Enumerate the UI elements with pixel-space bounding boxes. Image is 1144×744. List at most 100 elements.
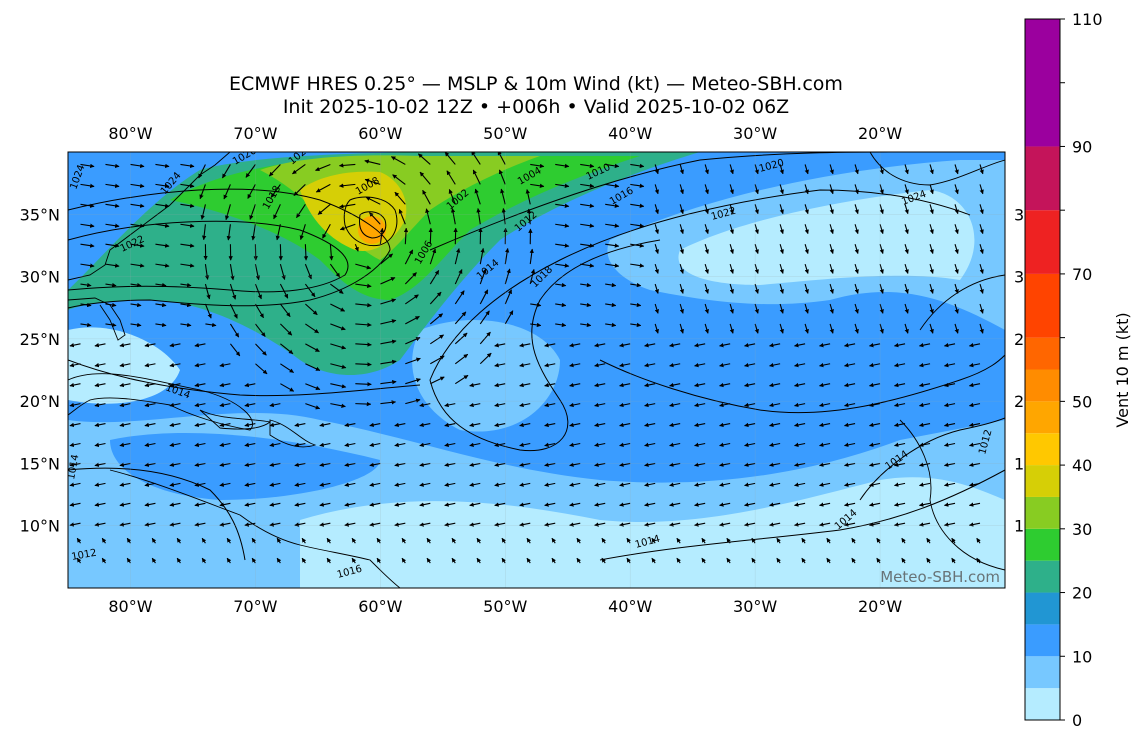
wind-arrow: [879, 224, 884, 235]
wind-arrow: [69, 343, 81, 348]
wind-arrow: [344, 482, 356, 487]
wind-arrow: [829, 224, 834, 235]
wind-arrow: [330, 283, 344, 294]
wind-arrow: [904, 164, 909, 175]
wind-arrow: [305, 363, 321, 371]
wind-arrow: [580, 263, 595, 268]
wind-arrow: [569, 522, 581, 527]
wind-arrow: [94, 362, 106, 368]
wind-arrow: [429, 313, 443, 325]
wind-arrow: [626, 557, 631, 564]
map-title-line2: Init 2025-10-02 12Z • +006h • Valid 2025…: [283, 96, 789, 118]
wind-arrow: [426, 537, 432, 544]
wind-arrow: [779, 283, 784, 294]
colorbar-tick-label: 30: [1072, 520, 1092, 539]
wind-arrow: [494, 402, 506, 408]
wind-arrow: [754, 283, 759, 294]
wind-arrow: [819, 522, 831, 527]
wind-arrow: [130, 183, 145, 189]
wind-arrow: [380, 277, 396, 285]
wind-arrow: [294, 502, 306, 507]
wind-arrow: [954, 184, 959, 195]
wind-arrow: [144, 522, 156, 527]
wind-arrow: [594, 522, 606, 527]
wind-arrow: [744, 522, 756, 527]
wind-arrow: [530, 183, 545, 189]
wind-arrow: [80, 322, 92, 328]
wind-arrow: [569, 462, 581, 467]
wind-arrow: [221, 164, 231, 179]
wind-arrow: [879, 263, 884, 274]
wind-arrow: [976, 537, 981, 544]
latitude-label-right: 1: [1014, 454, 1024, 473]
wind-arrow: [669, 422, 681, 428]
wind-arrow: [130, 322, 142, 328]
wind-arrow: [69, 462, 81, 467]
wind-arrow: [204, 283, 211, 300]
wind-vectors: [69, 152, 984, 564]
wind-arrow: [676, 557, 681, 564]
wind-arrow: [105, 282, 117, 288]
wind-arrow: [144, 442, 156, 447]
wind-arrow: [194, 482, 206, 487]
wind-arrow: [355, 401, 372, 407]
map-title-line1: ECMWF HRES 0.25° — MSLP & 10m Wind (kt) …: [229, 73, 843, 95]
wind-arrow: [644, 482, 656, 487]
wind-arrow: [130, 223, 145, 228]
wind-arrow: [619, 442, 631, 447]
wind-arrow: [454, 353, 469, 365]
wind-arrow: [943, 482, 956, 487]
wind-arrow: [244, 482, 256, 487]
wind-arrow: [630, 183, 645, 189]
wind-arrow: [294, 442, 306, 447]
wind-arrow: [69, 402, 81, 408]
wind-arrow: [901, 557, 906, 564]
wind-arrow: [769, 462, 781, 467]
wind-arrow: [954, 244, 959, 255]
wind-arrow: [769, 343, 781, 348]
wind-arrow: [504, 310, 514, 325]
wind-arrow: [929, 283, 934, 294]
wind-arrow: [369, 522, 381, 527]
wind-arrow: [644, 442, 656, 447]
wind-arrow: [444, 462, 456, 467]
wind-arrow: [644, 502, 656, 507]
wind-arrow: [694, 442, 706, 447]
wind-arrow: [943, 462, 956, 467]
wind-arrow: [819, 462, 831, 467]
wind-arrow: [654, 184, 659, 195]
wind-arrow: [405, 294, 419, 305]
wind-arrow: [869, 502, 881, 507]
wind-arrow: [894, 522, 906, 527]
wind-arrow: [504, 289, 512, 305]
wind-arrow: [519, 522, 531, 527]
wind-arrow: [519, 382, 531, 388]
wind-arrow: [919, 502, 931, 507]
wind-arrow: [819, 442, 831, 447]
wind-arrow: [479, 268, 487, 285]
wind-arrow: [754, 244, 759, 255]
wind-arrow: [255, 343, 267, 356]
wind-arrow: [169, 462, 181, 467]
longitude-labels-bottom: 80°W 70°W 60°W 50°W 40°W 30°W 20°W: [108, 597, 902, 616]
wind-arrow: [754, 263, 759, 274]
wind-arrow: [315, 163, 331, 172]
wind-arrow: [494, 362, 506, 368]
wind-arrow: [280, 363, 294, 373]
wind-arrow: [226, 537, 232, 544]
wind-arrow: [630, 163, 645, 169]
wind-arrow: [119, 382, 131, 388]
wind-arrow: [254, 303, 264, 319]
colorbar-frame: [1024, 18, 1061, 721]
wind-arrow: [101, 537, 107, 544]
wind-arrow: [694, 382, 706, 388]
wind-arrow: [519, 343, 531, 348]
wind-arrow: [329, 244, 334, 261]
wind-arrow: [474, 188, 481, 205]
wind-arrow: [719, 502, 731, 507]
wind-arrow: [119, 462, 131, 467]
wind-arrow: [951, 537, 956, 544]
wind-arrow: [254, 323, 266, 337]
wind-arrow: [794, 482, 806, 487]
wind-arrow: [394, 422, 406, 428]
